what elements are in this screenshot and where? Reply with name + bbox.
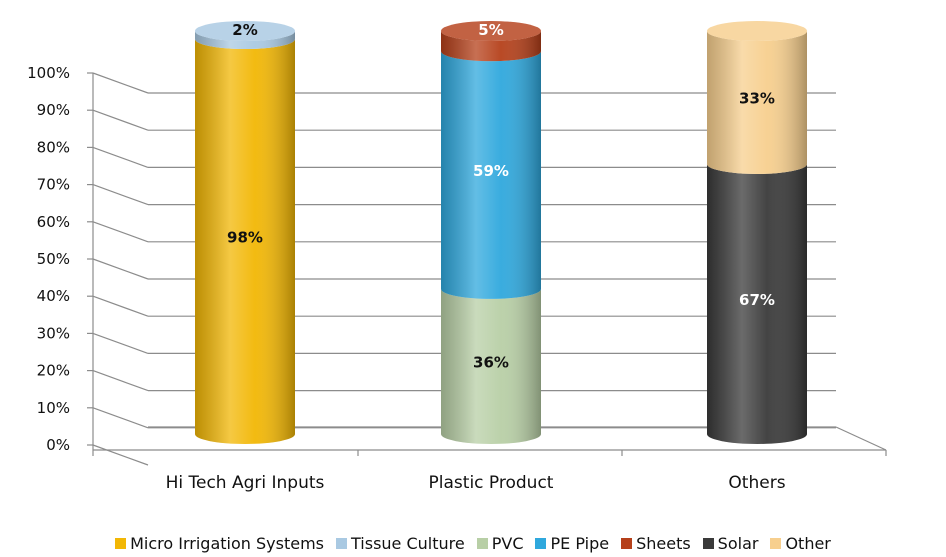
data-label: 67% xyxy=(739,291,775,309)
bar-top-highlight xyxy=(195,21,295,41)
data-labels: 98% 2% 36% 59% 5% 67% 33% xyxy=(227,21,775,371)
legend-item: PVC xyxy=(476,533,524,553)
legend-label: Tissue Culture xyxy=(351,533,465,553)
category-label: Plastic Product xyxy=(429,473,554,493)
legend-swatch xyxy=(621,537,633,549)
legend-label: PE Pipe xyxy=(550,533,610,553)
legend-swatch xyxy=(702,537,714,549)
y-tick-label: 100% xyxy=(27,64,70,82)
bar-top-highlight xyxy=(707,21,807,41)
legend-swatch xyxy=(476,537,488,549)
legend-item: Other xyxy=(770,533,831,553)
bar-shading xyxy=(441,31,541,62)
y-tick-label: 30% xyxy=(37,324,70,342)
legend-swatch xyxy=(535,537,547,549)
bar-shading xyxy=(441,288,541,444)
gridline-depth xyxy=(92,109,149,131)
bars xyxy=(195,21,807,445)
y-tick-label: 10% xyxy=(37,399,70,417)
category-label: Hi Tech Agri Inputs xyxy=(166,473,325,493)
gridline-depth xyxy=(92,184,149,206)
legend: Micro Irrigation Systems Tissue Culture PV… xyxy=(0,533,946,553)
data-label: 98% xyxy=(227,229,263,247)
gridline-depth xyxy=(92,258,149,280)
data-label: 2% xyxy=(232,21,257,39)
bar-shading xyxy=(441,51,541,299)
legend-label: PVC xyxy=(491,533,524,553)
floor-right-edge xyxy=(835,426,887,451)
bar-shading xyxy=(195,39,295,445)
bar-shading xyxy=(195,31,295,50)
gridline-depth xyxy=(92,146,149,168)
y-tick-label: 70% xyxy=(37,176,70,194)
legend-item: Solar xyxy=(702,533,759,553)
y-tick-label: 50% xyxy=(37,250,70,268)
legend-label: Other xyxy=(785,533,831,553)
y-tick-label: 60% xyxy=(37,213,70,231)
y-tick-label: 90% xyxy=(37,101,70,119)
gridline-depth xyxy=(92,407,149,429)
legend-label: Micro Irrigation Systems xyxy=(130,533,324,553)
data-label: 36% xyxy=(473,353,509,371)
bar-top-highlight xyxy=(441,21,541,41)
bar-shading xyxy=(707,31,807,174)
gridline-depth xyxy=(92,370,149,392)
gridline-depth xyxy=(92,444,149,466)
data-label: 5% xyxy=(478,21,503,39)
y-tick-label: 40% xyxy=(37,287,70,305)
chart: 0% 10% 20% 30% 40% 50% 60% 70% 80% 90% 100% Hi Tech… xyxy=(27,21,887,493)
data-label: 59% xyxy=(473,162,509,180)
data-label: 33% xyxy=(739,89,775,107)
legend-item: Sheets xyxy=(621,533,691,553)
legend-item: PE Pipe xyxy=(535,533,609,553)
y-tick-label: 20% xyxy=(37,362,70,380)
legend-swatch xyxy=(770,537,782,549)
bar-top xyxy=(707,21,807,41)
legend-swatch xyxy=(115,537,127,549)
legend-swatch xyxy=(336,537,347,549)
category-label: Others xyxy=(728,473,785,493)
bar-top xyxy=(195,21,295,41)
legend-item: Tissue Culture xyxy=(336,533,465,553)
gridline-depth xyxy=(92,332,149,354)
bar-shading xyxy=(707,163,807,445)
legend-label: Solar xyxy=(717,533,759,553)
gridline-depth xyxy=(92,295,149,317)
y-tick-label: 80% xyxy=(37,138,70,156)
y-tick-label: 0% xyxy=(46,436,70,454)
bar-top xyxy=(441,21,541,41)
gridline-depth xyxy=(92,72,149,94)
legend-label: Sheets xyxy=(636,533,691,553)
gridline-depth xyxy=(92,221,149,243)
legend-item: Micro Irrigation Systems xyxy=(115,533,324,553)
